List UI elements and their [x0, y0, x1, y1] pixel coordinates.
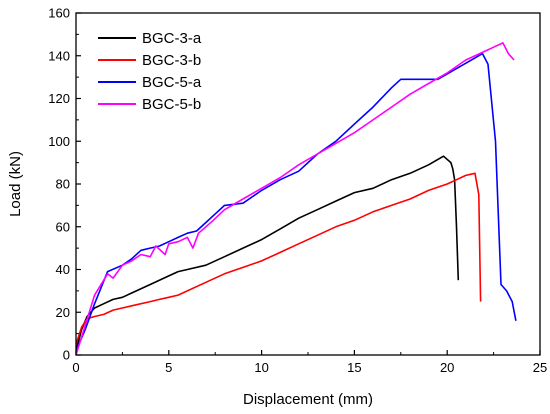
x-tick-label: 0	[72, 360, 79, 375]
x-tick-label: 5	[165, 360, 172, 375]
series-line-bgc-3-b	[76, 172, 482, 345]
x-tick-label: 10	[254, 360, 268, 375]
legend: BGC-3-a BGC-3-b BGC-5-a BGC-5-b	[98, 30, 202, 113]
x-tick-label: 25	[533, 360, 547, 375]
series-line-bgc-5-a	[76, 52, 517, 352]
x-tick-label: 15	[347, 360, 361, 375]
legend-label-bgc-5-b: BGC-5-b	[142, 96, 201, 113]
y-tick-label: 0	[63, 348, 70, 363]
x-tick-label: 20	[440, 360, 454, 375]
series-layer	[76, 42, 517, 356]
y-tick-label: 160	[48, 6, 70, 21]
y-tick-label: 60	[56, 219, 70, 234]
legend-label-bgc-5-a: BGC-5-a	[142, 74, 202, 91]
y-tick-label: 120	[48, 91, 70, 106]
y-tick-label: 40	[56, 262, 70, 277]
y-tick-label: 80	[56, 177, 70, 192]
y-tick-label: 100	[48, 134, 70, 149]
y-tick-label: 20	[56, 305, 70, 320]
y-axis-title: Load (kN)	[7, 151, 24, 217]
series-line-bgc-5-b	[76, 42, 515, 356]
series-line-bgc-3-a	[76, 155, 460, 351]
y-tick-label: 140	[48, 48, 70, 63]
legend-label-bgc-3-b: BGC-3-b	[142, 52, 201, 69]
x-axis-title: Displacement (mm)	[243, 391, 373, 408]
axes: 0 5 10 15 20 25 0 20 40 60 80 100 120 140 160	[48, 6, 547, 376]
legend-label-bgc-3-a: BGC-3-a	[142, 30, 202, 47]
